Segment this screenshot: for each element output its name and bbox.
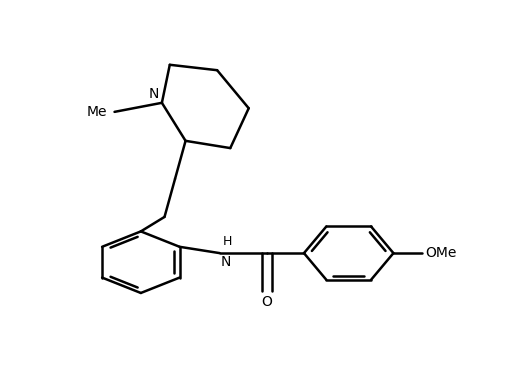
Text: N: N (149, 87, 159, 101)
Text: O: O (262, 295, 272, 309)
Text: H: H (222, 235, 232, 248)
Text: Me: Me (86, 105, 107, 119)
Text: N: N (221, 255, 231, 269)
Text: OMe: OMe (425, 246, 457, 260)
